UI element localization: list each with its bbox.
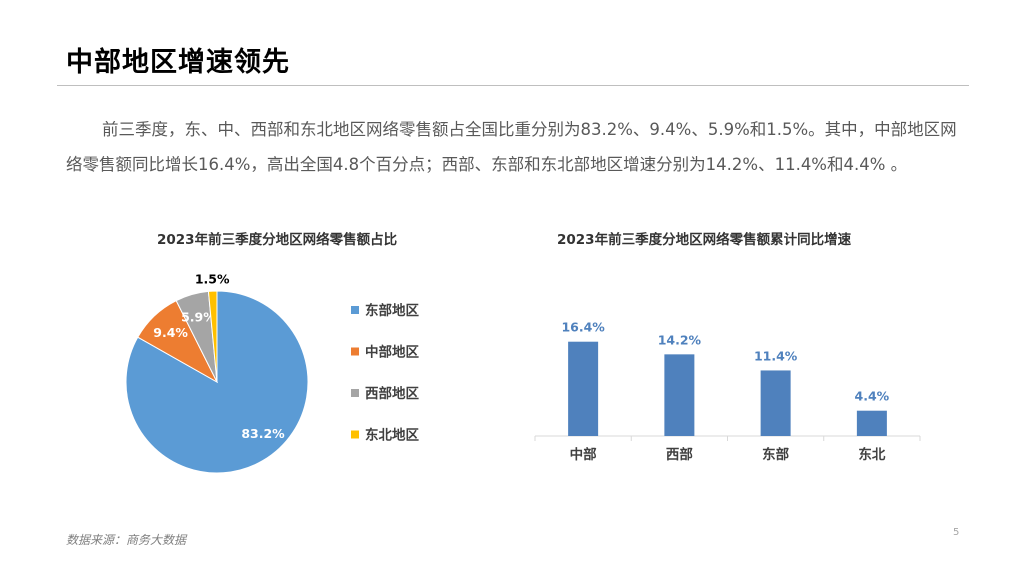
- legend-swatch: [351, 347, 359, 356]
- bar-data-label: 14.2%: [658, 332, 702, 347]
- data-source-note: 数据来源：商务大数据: [66, 533, 187, 547]
- pie-chart-title: 2023年前三季度分地区网络零售额占比: [157, 232, 398, 248]
- bar: [760, 370, 791, 436]
- summary-paragraph: 前三季度，东、中、西部和东北地区网络零售额占全国比重分别为83.2%、9.4%、…: [66, 120, 957, 174]
- bar-data-label: 16.4%: [561, 320, 605, 335]
- pie-data-label: 1.5%: [195, 271, 230, 286]
- legend-swatch: [351, 430, 359, 439]
- bar-chart: 16.4% 中部 14.2% 西部 11.4% 东部 4.4% 东北: [534, 320, 921, 463]
- page-title: 中部地区增速领先: [66, 47, 290, 78]
- x-tick-label: 东北: [858, 446, 886, 463]
- bar-data-label: 11.4%: [754, 348, 798, 363]
- page-number: 5: [953, 527, 960, 538]
- legend-label: 东部地区: [365, 302, 419, 319]
- bar: [568, 341, 599, 436]
- title-divider: [57, 85, 969, 86]
- pie-data-label: 5.9%: [181, 309, 216, 324]
- pie-slice: [207, 290, 218, 383]
- legend-swatch: [351, 306, 359, 314]
- pie-data-label: 83.2%: [241, 426, 285, 441]
- bar: [664, 354, 695, 436]
- bar-chart-title: 2023年前三季度分地区网络零售额累计同比增速: [557, 232, 852, 248]
- bar-data-label: 4.4%: [855, 389, 890, 404]
- legend-label: 中部地区: [365, 344, 419, 361]
- pie-data-label: 9.4%: [153, 325, 188, 340]
- legend-label: 西部地区: [365, 385, 419, 402]
- x-tick-label: 中部: [570, 446, 598, 463]
- x-tick-label: 西部: [666, 446, 694, 463]
- x-tick-label: 东部: [762, 446, 790, 463]
- legend-label: 东北地区: [365, 427, 419, 444]
- bar: [856, 410, 887, 436]
- legend-swatch: [351, 389, 359, 397]
